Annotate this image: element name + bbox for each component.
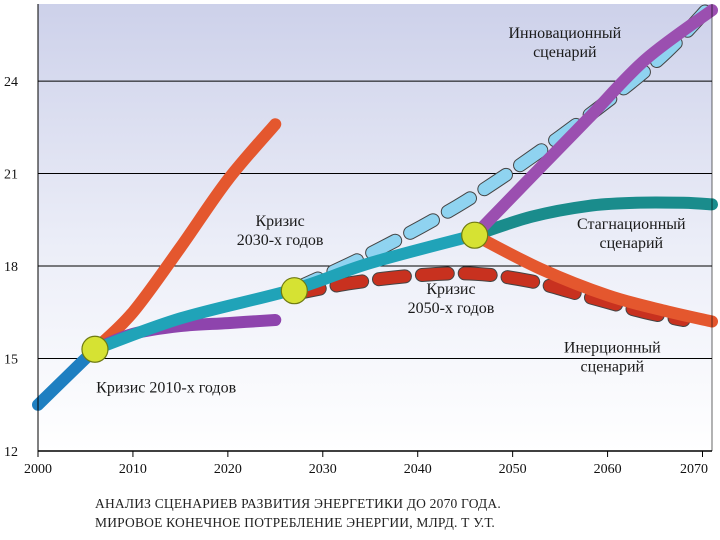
series-line [89,118,282,356]
annotation-line: 2030-х годов [237,232,324,249]
y-tick-label: 15 [4,353,18,368]
x-tick-label: 2030 [309,462,337,477]
annotation-line: 2050-х годов [408,300,495,317]
x-tick-label: 2000 [24,462,52,477]
x-tick-label: 2040 [404,462,432,477]
y-tick-label: 21 [4,168,18,183]
caption-line-2: МИРОВОЕ КОНЕЧНОЕ ПОТРЕБЛЕНИЕ ЭНЕРГИИ, МЛ… [95,515,495,530]
annotation-line: Инерционный [564,339,661,356]
annotation-label: Кризис 2010-х годов [96,379,236,396]
series-line [468,229,718,328]
annotations: Инновационный сценарий Кризис 2030-х годов С… [96,25,686,397]
annotation-line: Кризис [426,281,475,298]
annotation-label: Стагнационный сценарий [577,216,686,252]
annotation-label: Кризис 2030-х годов [237,213,324,249]
plot-background [38,4,712,451]
annotation-line: Кризис 2010-х годов [96,379,236,396]
x-tick-label: 2060 [594,462,622,477]
annotation-line: Кризис [255,213,304,230]
x-tick-label: 2050 [499,462,527,477]
x-tick-label: 2020 [214,462,242,477]
series-line [288,0,718,296]
y-tick-label: 24 [4,75,18,90]
annotation-line: Стагнационный [577,216,686,233]
crisis-points [81,221,489,363]
y-tick-label: 18 [4,260,18,275]
crisis-point [461,221,489,249]
annotation-line: сценарий [600,235,664,252]
y-tick-label: 12 [4,445,18,460]
annotation-label: Инерционный сценарий [564,339,661,375]
series-line [288,267,690,326]
annotation-line: Инновационный [509,25,622,42]
x-tick-label: 2010 [119,462,147,477]
annotation-label: Кризис 2050-х годов [408,281,495,317]
annotation-line: сценарий [533,44,597,61]
series-line [468,196,718,242]
annotation-line: сценарий [581,358,645,375]
crisis-point [280,277,308,305]
caption-line-1: АНАЛИЗ СЦЕНАРИЕВ РАЗВИТИЯ ЭНЕРГЕТИКИ ДО … [95,496,501,511]
crisis-point [81,335,109,363]
x-tick-label: 2070 [680,462,708,477]
annotation-label: Инновационный сценарий [509,25,622,61]
series-line [468,4,718,242]
axes: 12 15 18 21 24 2000 2010 2020 2030 2040 2050 2060 20… [4,4,713,477]
